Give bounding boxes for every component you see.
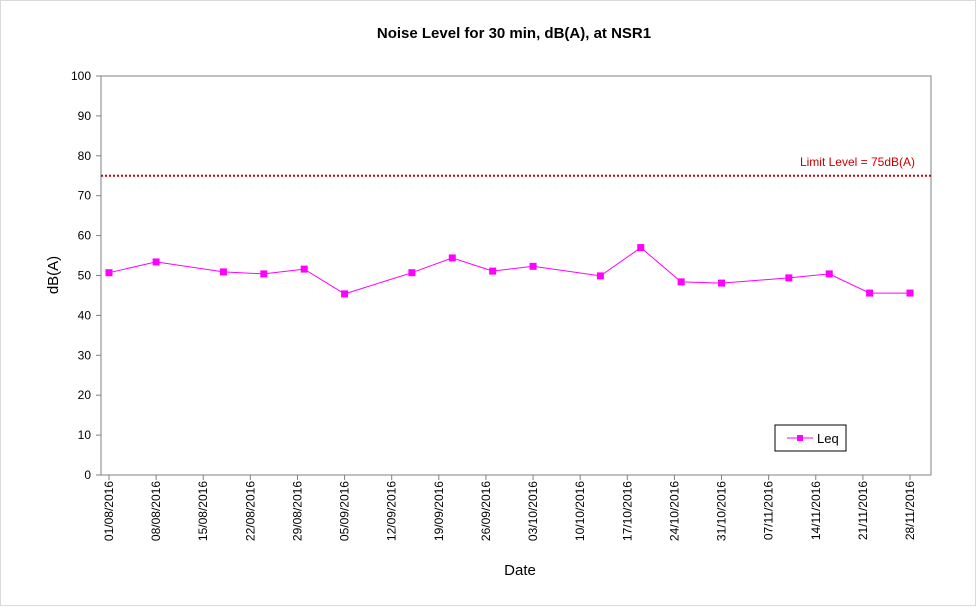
limit-layer: Limit Level = 75dB(A)	[101, 155, 931, 177]
data-point-leq	[152, 258, 160, 266]
limit-label: Limit Level = 75dB(A)	[800, 155, 915, 169]
data-point-leq	[529, 262, 537, 270]
x-axis-label: Date	[504, 562, 536, 579]
y-tick-label: 10	[78, 428, 92, 442]
x-axis: 01/08/2016 08/08/2016 15/08/2016 22/08/2016…	[102, 475, 917, 541]
data-point-leq	[341, 290, 349, 298]
y-tick-label: 50	[78, 269, 92, 283]
data-point-leq	[866, 289, 874, 297]
data-point-leq	[105, 269, 113, 277]
y-axis-label: dB(A)	[45, 256, 62, 294]
x-tick-label: 10/10/2016	[573, 481, 587, 541]
plot-area	[100, 75, 932, 476]
y-axis: 0 10 20 30 40 50 60 70 80 90 100	[71, 69, 101, 482]
y-tick-label: 60	[78, 229, 92, 243]
y-tick-label: 0	[84, 468, 91, 482]
data-point-leq	[906, 289, 914, 297]
data-point-leq	[718, 279, 726, 287]
x-tick-label: 26/09/2016	[479, 481, 493, 541]
y-tick-label: 40	[78, 308, 92, 322]
x-tick-label: 01/08/2016	[102, 481, 116, 541]
data-point-leq	[489, 267, 497, 275]
y-tick-label: 100	[71, 69, 91, 83]
x-tick-label: 08/08/2016	[149, 481, 163, 541]
chart-title: Noise Level for 30 min, dB(A), at NSR1	[377, 25, 651, 42]
y-tick-label: 20	[78, 388, 92, 402]
data-point-leq	[825, 270, 833, 278]
data-point-leq	[677, 278, 685, 286]
x-tick-label: 12/09/2016	[385, 481, 399, 541]
series-line-leq	[108, 246, 910, 295]
y-tick-label: 80	[78, 149, 92, 163]
legend: Leq	[774, 424, 847, 452]
x-tick-label: 21/11/2016	[856, 481, 870, 540]
data-point-leq	[448, 254, 456, 262]
series-layer	[105, 244, 914, 298]
data-point-leq	[785, 274, 793, 282]
x-tick-label: 15/08/2016	[196, 481, 210, 541]
y-tick-label: 90	[78, 109, 92, 123]
x-tick-label: 29/08/2016	[290, 481, 304, 541]
y-tick-label: 70	[78, 189, 92, 203]
x-tick-label: 28/11/2016	[903, 481, 917, 540]
data-point-leq	[300, 265, 308, 273]
data-point-leq	[637, 244, 645, 252]
data-point-leq	[596, 272, 604, 280]
x-tick-label: 22/08/2016	[243, 481, 257, 541]
x-tick-label: 31/10/2016	[715, 481, 729, 541]
legend-label-leq: Leq	[817, 431, 839, 446]
x-tick-label: 05/09/2016	[338, 481, 352, 541]
x-tick-label: 03/10/2016	[526, 481, 540, 541]
data-point-leq	[219, 268, 227, 276]
y-tick-label: 30	[78, 348, 92, 362]
data-point-leq	[408, 269, 416, 277]
x-tick-label: 07/11/2016	[762, 481, 776, 540]
x-tick-label: 17/10/2016	[620, 481, 634, 541]
x-tick-label: 24/10/2016	[667, 481, 681, 541]
data-point-leq	[260, 270, 268, 278]
x-tick-label: 19/09/2016	[432, 481, 446, 541]
legend-marker-leq	[797, 435, 803, 441]
x-tick-label: 14/11/2016	[809, 481, 823, 540]
